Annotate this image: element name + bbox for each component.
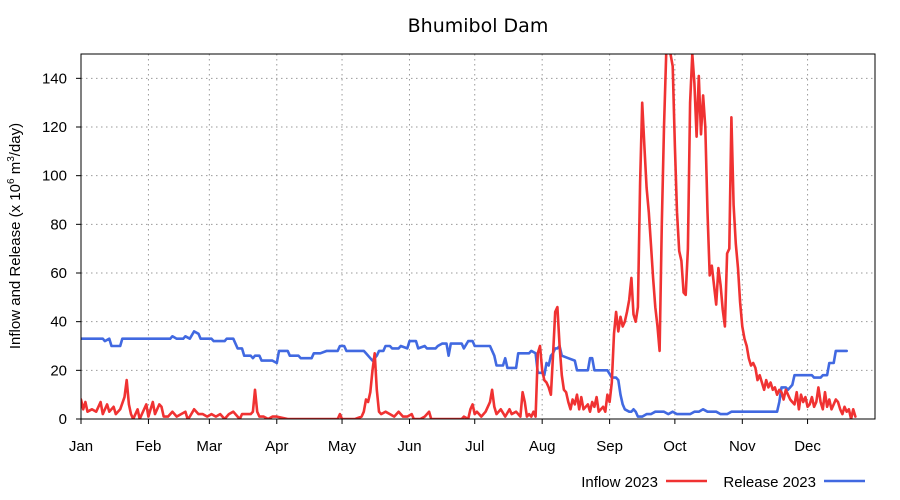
x-tick-label: Apr <box>265 438 288 455</box>
y-tick-label: 140 <box>42 70 67 87</box>
y-tick-label: 0 <box>59 411 67 428</box>
x-tick-label: Mar <box>196 438 222 455</box>
x-tick-label: Jan <box>69 438 93 455</box>
x-tick-label: Jun <box>397 438 421 455</box>
x-tick-label: Dec <box>794 438 821 455</box>
legend: Inflow 2023 Release 2023 <box>581 474 865 491</box>
inflow-series-line <box>81 54 857 419</box>
legend-label-release: Release 2023 <box>723 474 816 491</box>
y-tick-label: 120 <box>42 119 67 136</box>
y-tick-label: 100 <box>42 168 67 185</box>
x-axis-ticks: Jan Feb Mar Apr May Jun Jul Aug Sep Oct Nov Dec <box>69 419 821 455</box>
x-tick-label: Sep <box>596 438 623 455</box>
y-tick-label: 20 <box>50 362 67 379</box>
x-tick-label: Feb <box>136 438 162 455</box>
x-tick-label: Nov <box>729 438 756 455</box>
y-tick-label: 40 <box>50 314 67 331</box>
x-tick-label: Oct <box>663 438 687 455</box>
plot-frame <box>80 53 876 420</box>
grid-layer <box>81 54 875 419</box>
series-layer <box>81 54 857 419</box>
y-tick-label: 80 <box>50 216 67 233</box>
y-axis-label: Inflow and Release (x 106 m3/day) <box>6 123 24 349</box>
release-series-line <box>81 330 848 418</box>
y-axis-ticks: 0 20 40 60 80 100 120 140 <box>42 70 81 428</box>
legend-label-inflow: Inflow 2023 <box>581 474 658 491</box>
x-tick-label: Jul <box>465 438 484 455</box>
chart-title: Bhumibol Dam <box>408 15 549 37</box>
x-tick-label: Aug <box>529 438 556 455</box>
y-tick-label: 60 <box>50 265 67 282</box>
x-tick-label: May <box>328 438 357 455</box>
